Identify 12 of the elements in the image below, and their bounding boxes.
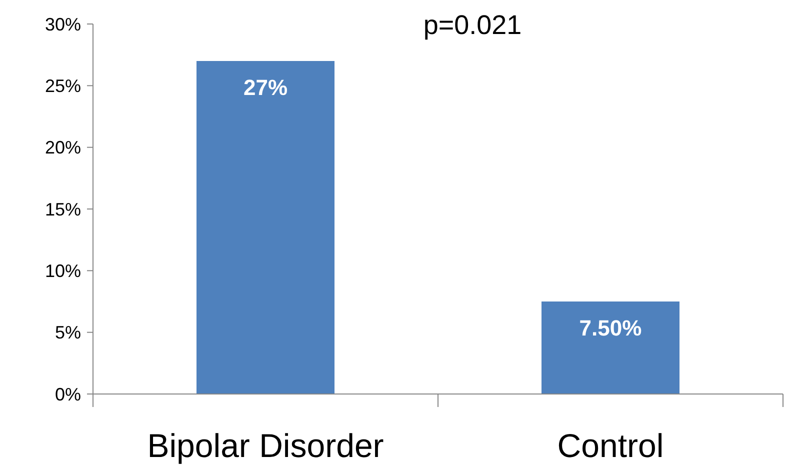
- y-tick-label: 30%: [44, 14, 81, 34]
- y-tick-label: 20%: [44, 138, 81, 158]
- x-tick-label: Control: [557, 427, 664, 464]
- data-label: 7.50%: [579, 316, 642, 340]
- annotation: p=0.021: [423, 10, 522, 40]
- data-label: 27%: [243, 75, 288, 100]
- y-tick-label: 25%: [44, 76, 81, 96]
- x-tick-label: Bipolar Disorder: [147, 427, 384, 464]
- y-tick-label: 15%: [44, 199, 81, 220]
- y-tick-label: 10%: [44, 260, 81, 281]
- y-tick-label: 0%: [54, 384, 81, 404]
- y-tick-label: 5%: [54, 322, 81, 343]
